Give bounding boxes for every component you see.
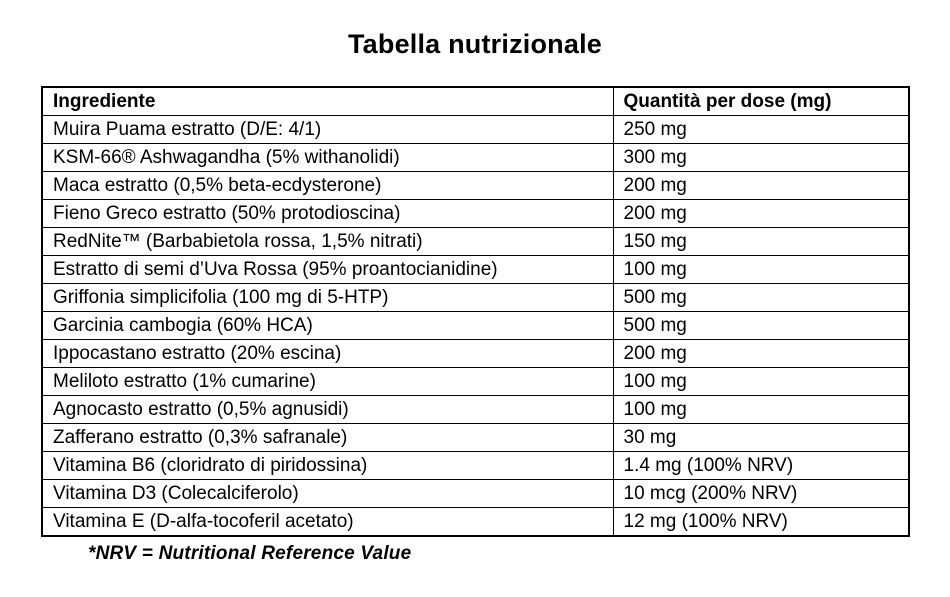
quantity-cell: 10 mcg (200% NRV) xyxy=(612,478,910,508)
quantity-cell: 12 mg (100% NRV) xyxy=(612,506,910,537)
ingredient-cell: Estratto di semi d’Uva Rossa (95% proant… xyxy=(41,254,614,284)
table-row: Vitamina E (D-alfa-tocoferil acetato) 12… xyxy=(41,506,910,537)
table-row: Ippocastano estratto (20% escina) 200 mg xyxy=(41,338,910,368)
table-row: Meliloto estratto (1% cumarine) 100 mg xyxy=(41,366,910,396)
quantity-cell: 200 mg xyxy=(612,198,910,228)
table-row: Zafferano estratto (0,3% safranale) 30 m… xyxy=(41,422,910,452)
table-row: Griffonia simplicifolia (100 mg di 5-HTP… xyxy=(41,282,910,312)
table-row: Vitamina B6 (cloridrato di piridossina) … xyxy=(41,450,910,480)
table-header-quantity: Quantità per dose (mg) xyxy=(612,86,910,116)
quantity-cell: 200 mg xyxy=(612,338,910,368)
quantity-cell: 500 mg xyxy=(612,282,910,312)
quantity-cell: 250 mg xyxy=(612,114,910,144)
quantity-cell: 150 mg xyxy=(612,226,910,256)
table-row: Agnocasto estratto (0,5% agnusidi) 100 m… xyxy=(41,394,910,424)
table-row: Estratto di semi d’Uva Rossa (95% proant… xyxy=(41,254,910,284)
ingredient-cell: Zafferano estratto (0,3% safranale) xyxy=(41,422,614,452)
ingredient-cell: KSM-66® Ashwagandha (5% withanolidi) xyxy=(41,142,614,172)
quantity-cell: 100 mg xyxy=(612,366,910,396)
ingredient-cell: Vitamina B6 (cloridrato di piridossina) xyxy=(41,450,614,480)
quantity-cell: 100 mg xyxy=(612,394,910,424)
quantity-cell: 500 mg xyxy=(612,310,910,340)
table-row: KSM-66® Ashwagandha (5% withanolidi) 300… xyxy=(41,142,910,172)
table-row: Garcinia cambogia (60% HCA) 500 mg xyxy=(41,310,910,340)
ingredient-cell: Vitamina D3 (Colecalciferolo) xyxy=(41,478,614,508)
table-row: Fieno Greco estratto (50% protodioscina)… xyxy=(41,198,910,228)
ingredient-cell: Garcinia cambogia (60% HCA) xyxy=(41,310,614,340)
table-row: Vitamina D3 (Colecalciferolo) 10 mcg (20… xyxy=(41,478,910,508)
table-header-row: Ingrediente Quantità per dose (mg) xyxy=(41,86,910,116)
ingredient-cell: RedNite™ (Barbabietola rossa, 1,5% nitra… xyxy=(41,226,614,256)
table-row: RedNite™ (Barbabietola rossa, 1,5% nitra… xyxy=(41,226,910,256)
page-title: Tabella nutrizionale xyxy=(347,29,603,59)
ingredient-cell: Vitamina E (D-alfa-tocoferil acetato) xyxy=(41,506,614,537)
quantity-cell: 30 mg xyxy=(612,422,910,452)
quantity-cell: 1.4 mg (100% NRV) xyxy=(612,450,910,480)
nutrition-table: Ingrediente Quantità per dose (mg) Muira… xyxy=(41,85,910,537)
ingredient-cell: Agnocasto estratto (0,5% agnusidi) xyxy=(41,394,614,424)
quantity-cell: 100 mg xyxy=(612,254,910,284)
ingredient-cell: Meliloto estratto (1% cumarine) xyxy=(41,366,614,396)
table-row: Muira Puama estratto (D/E: 4/1) 250 mg xyxy=(41,114,910,144)
nrv-footnote: *NRV = Nutritional Reference Value xyxy=(88,542,412,564)
table-row: Maca estratto (0,5% beta-ecdysterone) 20… xyxy=(41,170,910,200)
ingredient-cell: Maca estratto (0,5% beta-ecdysterone) xyxy=(41,170,614,200)
ingredient-cell: Muira Puama estratto (D/E: 4/1) xyxy=(41,114,614,144)
ingredient-cell: Ippocastano estratto (20% escina) xyxy=(41,338,614,368)
ingredient-cell: Fieno Greco estratto (50% protodioscina) xyxy=(41,198,614,228)
table-header-ingredient: Ingrediente xyxy=(41,86,614,116)
quantity-cell: 300 mg xyxy=(612,142,910,172)
ingredient-cell: Griffonia simplicifolia (100 mg di 5-HTP… xyxy=(41,282,614,312)
quantity-cell: 200 mg xyxy=(612,170,910,200)
